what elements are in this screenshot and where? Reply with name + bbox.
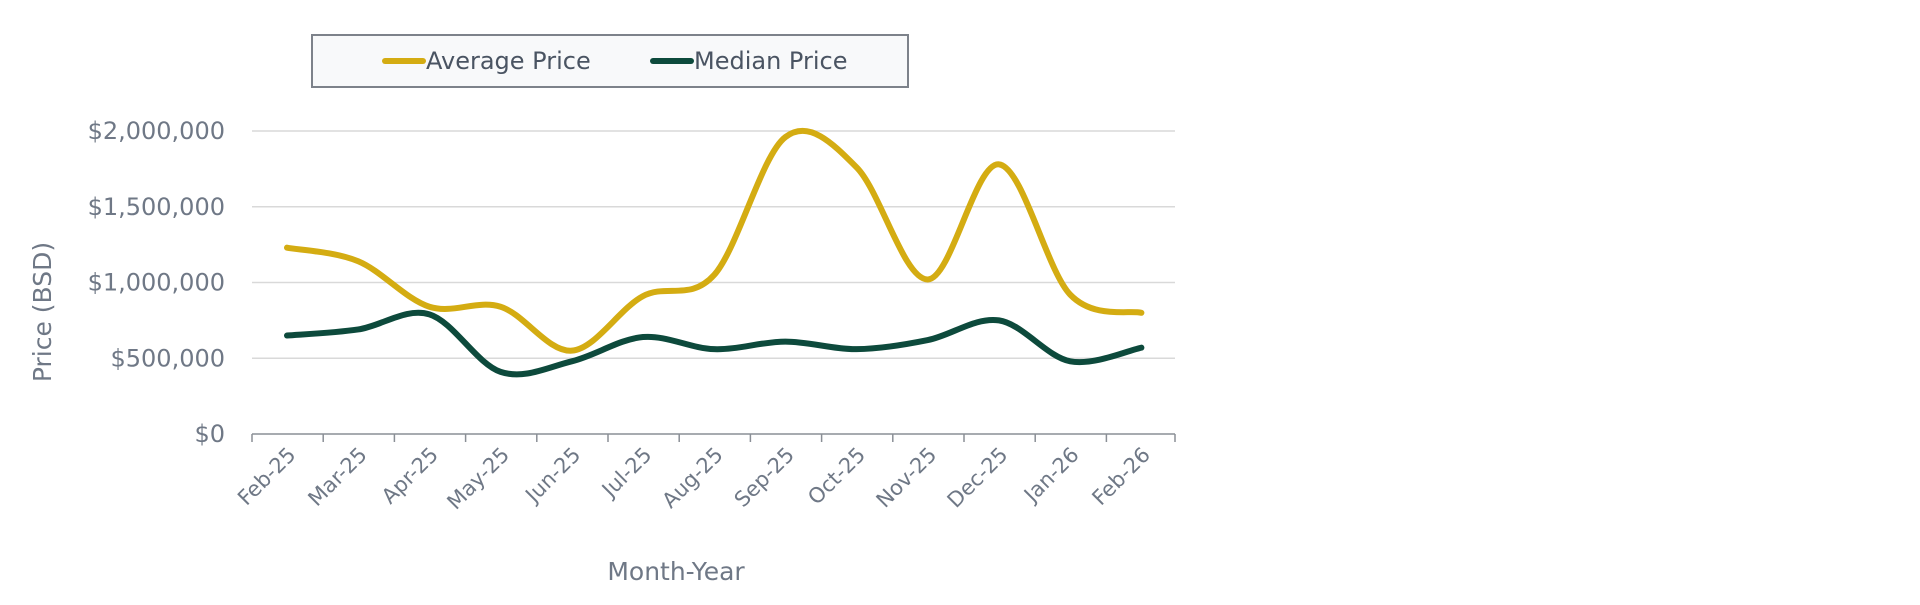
y-tick-label: $1,000,000 [88,269,225,297]
gridlines [252,130,1175,359]
x-tick-label: Feb-25 [233,443,301,511]
x-tick-label: Aug-25 [658,443,728,513]
legend-label-average-price: Average Price [426,47,591,75]
x-axis: Feb-25 Mar-25 Apr-25 May-25 Jun-25 Jul-25 Aug-… [233,433,1176,515]
x-tick-label: Dec-25 [943,443,1013,513]
x-tick-label: Jun-25 [519,443,585,509]
x-tick-label: Sep-25 [730,443,799,512]
x-tick-label: May-25 [442,443,514,515]
plot-area [284,128,1145,378]
y-tick-label: $1,500,000 [88,193,225,221]
series-line-median-price [284,309,1145,378]
x-tick-label: Nov-25 [872,443,942,513]
x-axis-title: Month-Year [607,557,745,586]
x-tick-label: Jan-26 [1018,443,1084,509]
x-tick-label: Oct-25 [803,443,870,510]
y-tick-label: $0 [194,420,225,448]
legend: Average Price Median Price [311,34,909,88]
x-tick-label: Feb-26 [1087,443,1155,511]
series-line-average-price [284,128,1145,354]
x-tick-label: Mar-25 [303,443,371,511]
x-tick-label: Jul-25 [596,443,657,504]
y-axis: $0 $500,000 $1,000,000 $1,500,000 $2,000,000 [88,117,225,448]
x-tick-label: Apr-25 [377,443,443,509]
y-tick-label: $500,000 [110,344,225,372]
y-tick-label: $2,000,000 [88,117,225,145]
y-axis-title: Price (BSD) [28,242,57,382]
legend-label-median-price: Median Price [694,47,847,75]
